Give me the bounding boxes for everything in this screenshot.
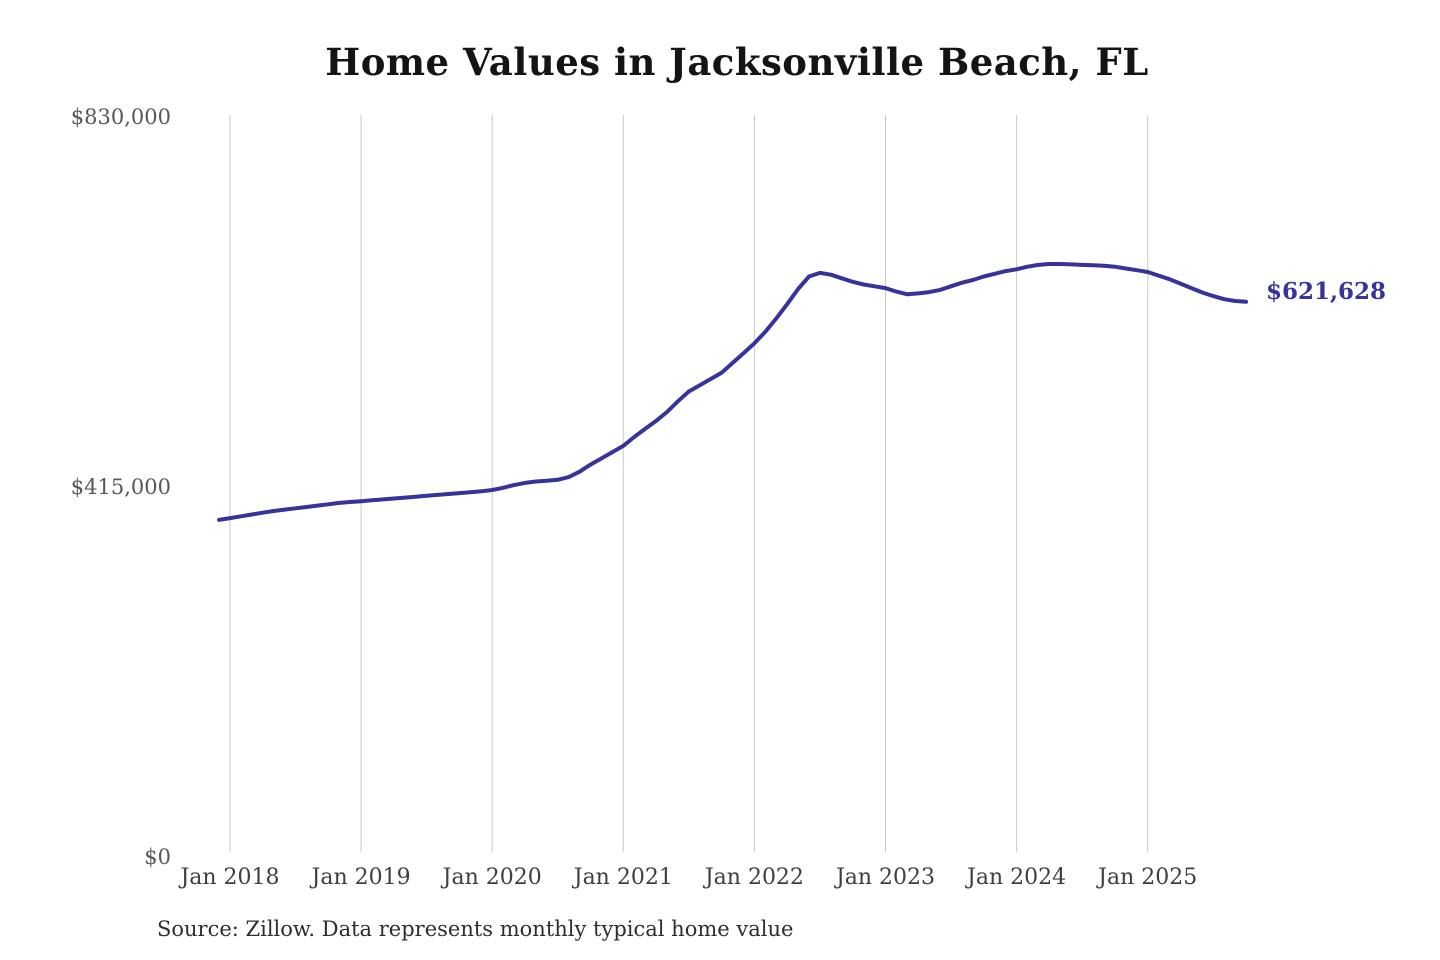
- home-value-line: [217, 262, 1248, 522]
- chart-title: Home Values in Jacksonville Beach, FL: [325, 40, 1149, 84]
- y-tick-label-0: $0: [144, 845, 171, 869]
- x-tick-label: Jan 2021: [572, 865, 673, 890]
- source-note: Source: Zillow. Data represents monthly …: [157, 917, 794, 941]
- x-tick-label: Jan 2020: [441, 865, 542, 890]
- y-tick-label-415000: $415,000: [71, 475, 171, 499]
- x-tick-label: Jan 2022: [703, 865, 804, 890]
- current-value-label: $621,628: [1266, 278, 1386, 305]
- y-tick-label-830000: $830,000: [71, 105, 171, 129]
- x-tick-label: Jan 2023: [834, 865, 935, 890]
- x-tick-label: Jan 2018: [178, 865, 279, 890]
- x-tick-label: Jan 2019: [310, 865, 411, 890]
- x-tick-label: Jan 2025: [1096, 865, 1197, 890]
- x-tick-label: Jan 2024: [965, 865, 1066, 890]
